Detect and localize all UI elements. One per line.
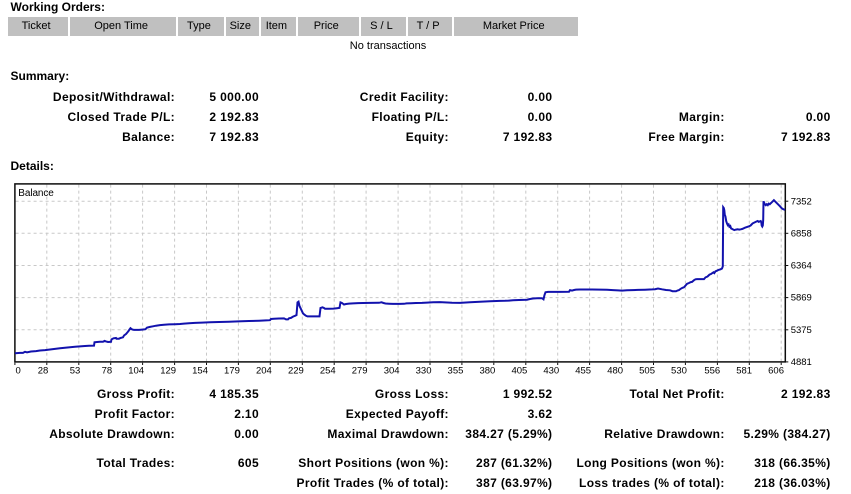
svg-text:254: 254	[320, 366, 336, 377]
svg-text:405: 405	[511, 366, 527, 377]
svg-text:330: 330	[416, 366, 432, 377]
svg-text:581: 581	[736, 366, 752, 377]
svg-text:304: 304	[384, 366, 400, 377]
svg-text:78: 78	[102, 366, 113, 377]
svg-text:229: 229	[288, 366, 304, 377]
svg-text:179: 179	[224, 366, 240, 377]
svg-text:6858: 6858	[791, 228, 812, 239]
svg-text:505: 505	[639, 366, 655, 377]
svg-text:606: 606	[768, 366, 784, 377]
svg-text:154: 154	[192, 366, 208, 377]
svg-text:455: 455	[575, 366, 591, 377]
svg-text:204: 204	[256, 366, 272, 377]
svg-text:355: 355	[448, 366, 464, 377]
svg-text:530: 530	[671, 366, 687, 377]
svg-text:480: 480	[607, 366, 623, 377]
svg-text:6364: 6364	[791, 261, 812, 272]
svg-text:5375: 5375	[791, 325, 812, 336]
svg-text:104: 104	[128, 366, 144, 377]
svg-text:4881: 4881	[791, 357, 812, 368]
svg-text:129: 129	[160, 366, 176, 377]
svg-text:53: 53	[70, 366, 81, 377]
svg-text:Balance: Balance	[18, 188, 54, 199]
svg-text:7352: 7352	[791, 196, 812, 207]
svg-text:430: 430	[543, 366, 559, 377]
svg-text:556: 556	[704, 366, 720, 377]
svg-text:380: 380	[479, 366, 495, 377]
svg-text:279: 279	[352, 366, 368, 377]
svg-text:5869: 5869	[791, 293, 812, 304]
svg-text:0: 0	[16, 366, 21, 377]
svg-text:28: 28	[38, 366, 49, 377]
